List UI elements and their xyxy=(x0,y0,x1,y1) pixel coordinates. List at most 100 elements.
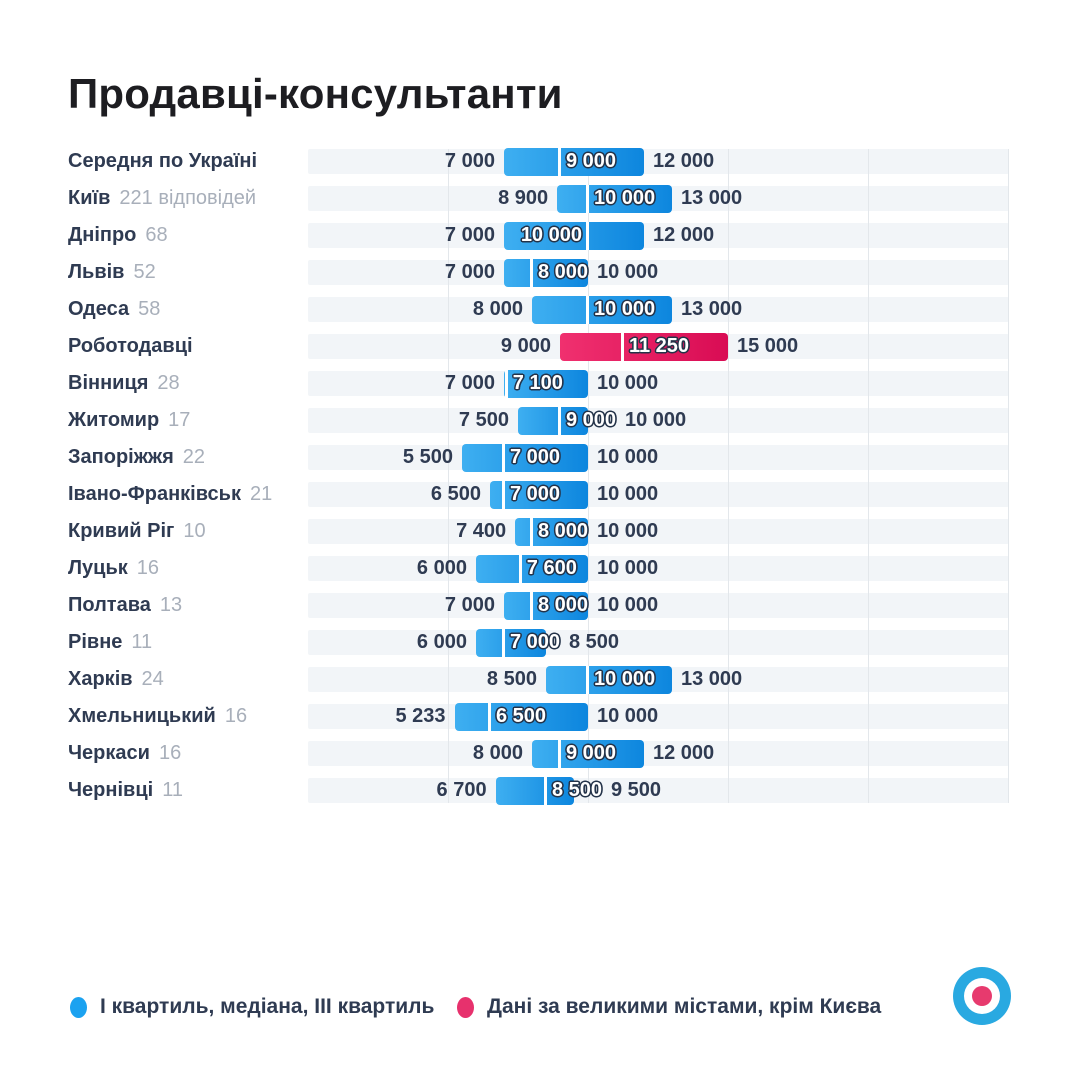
row-label: Івано-Франківськ 21 xyxy=(68,482,272,507)
row-count: 11 xyxy=(162,779,183,801)
row-count: 28 xyxy=(157,372,180,394)
row-label: Запоріжжя 22 xyxy=(68,445,205,470)
row-count: 16 xyxy=(136,557,160,579)
median-value: 8 500 xyxy=(551,779,603,801)
row-band: 10 000 8 900 13 000 xyxy=(308,184,1009,213)
brand-logo-inner-ring xyxy=(964,978,1000,1014)
q3-value: 10 000 xyxy=(596,446,659,468)
median-value: 10 000 xyxy=(593,668,656,690)
median-value: 7 000 xyxy=(509,446,561,468)
q1-value: 5 233 xyxy=(395,705,446,727)
row-count: 16 xyxy=(224,705,248,727)
row-name: Київ xyxy=(68,187,111,209)
range-bar xyxy=(503,221,644,250)
row-label: Харків 24 xyxy=(68,667,164,692)
range-bar xyxy=(461,443,588,472)
row-band: 11 250 9 000 15 000 xyxy=(308,332,1009,361)
chart-row: Роботодавці 11 250 9 000 15 000 xyxy=(0,332,1080,361)
q3-value: 10 000 xyxy=(624,409,687,431)
chart-row: Запоріжжя 22 7 000 5 500 10 000 xyxy=(0,443,1080,472)
row-count: 52 xyxy=(133,261,156,283)
q3-value: 10 000 xyxy=(596,261,659,283)
q1-value: 7 500 xyxy=(458,409,509,431)
q3-value: 10 000 xyxy=(596,594,659,616)
page-title: Продавці-консультанти xyxy=(68,70,563,117)
range-bar xyxy=(495,776,574,805)
median-value: 10 000 xyxy=(593,298,656,320)
median-line xyxy=(558,406,562,435)
row-name: Чернівці xyxy=(68,779,154,801)
q1-value: 6 000 xyxy=(416,557,467,579)
q1-value: 7 000 xyxy=(444,372,495,394)
row-name: Луцьк xyxy=(68,557,128,579)
chart-row: Дніпро 68 10 000 7 000 12 000 xyxy=(0,221,1080,250)
range-bar xyxy=(531,295,672,324)
range-bar xyxy=(503,258,588,287)
row-name: Вінниця xyxy=(68,372,149,394)
row-name: Харків xyxy=(68,668,133,690)
q1-value: 8 000 xyxy=(472,742,523,764)
q1-value: 9 000 xyxy=(500,335,551,357)
median-line xyxy=(558,739,562,768)
q3-value: 8 500 xyxy=(568,631,620,653)
brand-logo-icon xyxy=(953,967,1011,1025)
q1-value: 7 000 xyxy=(444,150,495,172)
row-name: Львів xyxy=(68,261,125,283)
median-line xyxy=(502,628,506,657)
chart-rows: Середня по Україні 9 000 7 000 12 000 Київ 22… xyxy=(0,147,1080,805)
row-count: 13 xyxy=(159,594,183,616)
median-line xyxy=(586,665,590,694)
chart-row: Львів 52 8 000 7 000 10 000 xyxy=(0,258,1080,287)
q3-value: 10 000 xyxy=(596,483,659,505)
q1-value: 7 000 xyxy=(444,224,495,246)
q3-value: 13 000 xyxy=(680,298,743,320)
q1-value: 7 400 xyxy=(456,520,507,542)
gridline xyxy=(727,149,729,803)
q3-value: 10 000 xyxy=(596,557,659,579)
range-bar xyxy=(489,480,588,509)
q3-value: 10 000 xyxy=(596,520,659,542)
median-line xyxy=(544,776,548,805)
median-line xyxy=(586,295,590,324)
row-band: 10 000 8 500 13 000 xyxy=(308,665,1009,694)
row-label: Вінниця 28 xyxy=(68,371,180,396)
row-label: Луцьк 16 xyxy=(68,556,159,581)
median-value: 10 000 xyxy=(593,187,656,209)
chart-row: Київ 221 відповідей 10 000 8 900 13 000 xyxy=(0,184,1080,213)
median-line xyxy=(530,591,534,620)
q1-value: 8 900 xyxy=(498,187,549,209)
row-name: Житомир xyxy=(68,409,160,431)
row-band: 8 000 7 000 10 000 xyxy=(308,591,1009,620)
q1-value: 7 000 xyxy=(444,261,495,283)
q1-value: 8 000 xyxy=(472,298,523,320)
q1-value: 6 700 xyxy=(436,779,487,801)
row-label: Хмельницький 16 xyxy=(68,704,247,729)
gridline xyxy=(1007,149,1009,803)
row-label: Дніпро 68 xyxy=(68,223,168,248)
row-band: 6 500 5 233 10 000 xyxy=(308,702,1009,731)
q3-value: 13 000 xyxy=(680,187,743,209)
row-band: 8 500 6 700 9 500 xyxy=(308,776,1009,805)
row-name: Роботодавці xyxy=(68,335,193,357)
row-band: 9 000 7 000 12 000 xyxy=(308,147,1009,176)
range-bar xyxy=(515,517,588,546)
gridline xyxy=(447,149,449,803)
range-bar xyxy=(503,369,588,398)
median-value: 8 000 xyxy=(537,520,589,542)
median-value: 10 000 xyxy=(520,224,582,246)
legend-label: Дані за великими містами, крім Києва xyxy=(487,995,882,1018)
row-band: 8 000 7 400 10 000 xyxy=(308,517,1009,546)
q1-value: 6 000 xyxy=(416,631,467,653)
row-band: 7 600 6 000 10 000 xyxy=(308,554,1009,583)
row-label: Черкаси 16 xyxy=(68,741,181,766)
gridline xyxy=(587,149,589,803)
q3-value: 12 000 xyxy=(652,224,715,246)
row-name: Хмельницький xyxy=(68,705,216,727)
q3-value: 12 000 xyxy=(652,742,715,764)
range-bar xyxy=(454,702,588,731)
median-value: 7 000 xyxy=(509,631,561,653)
median-value: 8 000 xyxy=(537,594,589,616)
row-name: Рівне xyxy=(68,631,123,653)
row-name: Івано-Франківськ xyxy=(68,483,241,505)
